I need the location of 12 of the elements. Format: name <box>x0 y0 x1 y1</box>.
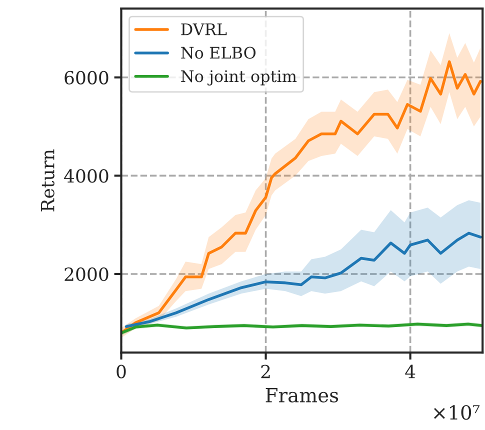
text: ×10⁷ <box>434 405 480 420</box>
y-tick-label: 4000 <box>64 169 108 183</box>
y-axis-title: Return <box>41 149 54 212</box>
x-tick-label: 0 <box>116 364 126 378</box>
x-tick-label: 2 <box>261 364 270 378</box>
legend-label: No ELBO <box>181 46 256 59</box>
x-axis-title: Frames <box>266 388 338 402</box>
y-tick-label: 6000 <box>64 70 108 85</box>
x-tick-label: 4 <box>405 364 416 378</box>
legend-label: No joint optim <box>181 70 297 86</box>
legend-label: DVRL <box>181 23 227 36</box>
y-tick-label: 2000 <box>64 267 108 282</box>
